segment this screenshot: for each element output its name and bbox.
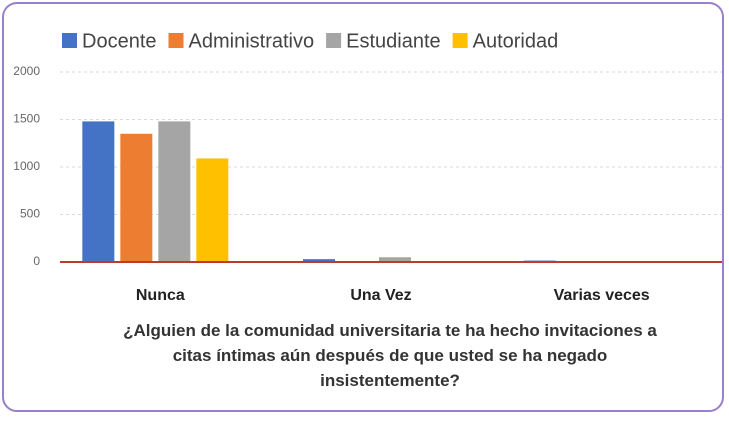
bar bbox=[196, 158, 229, 262]
legend-label: Administrativo bbox=[189, 30, 315, 52]
chart-title: ¿Alguien de la comunidad universitaria t… bbox=[123, 321, 657, 390]
legend-swatch bbox=[62, 33, 77, 48]
legend-label: Docente bbox=[82, 30, 157, 52]
y-tick-label: 0 bbox=[33, 254, 40, 268]
legend-label: Estudiante bbox=[346, 30, 441, 52]
bar bbox=[120, 133, 153, 262]
bar bbox=[379, 257, 411, 262]
x-tick-label: Varias veces bbox=[554, 287, 650, 304]
legend-swatch bbox=[452, 33, 468, 48]
y-tick-label: 500 bbox=[20, 207, 40, 221]
frame bbox=[2, 2, 724, 412]
bar bbox=[158, 121, 191, 263]
x-tick-label: Una Vez bbox=[350, 287, 411, 304]
legend-swatch bbox=[168, 33, 184, 48]
legend-label: Autoridad bbox=[473, 30, 559, 52]
legend-swatch bbox=[326, 33, 342, 48]
bar bbox=[303, 259, 335, 262]
y-tick-label: 2000 bbox=[13, 64, 40, 78]
y-tick-label: 1500 bbox=[13, 112, 40, 126]
x-tick-label: Nunca bbox=[136, 287, 185, 304]
y-tick-label: 1000 bbox=[13, 159, 40, 173]
bar bbox=[82, 121, 115, 263]
